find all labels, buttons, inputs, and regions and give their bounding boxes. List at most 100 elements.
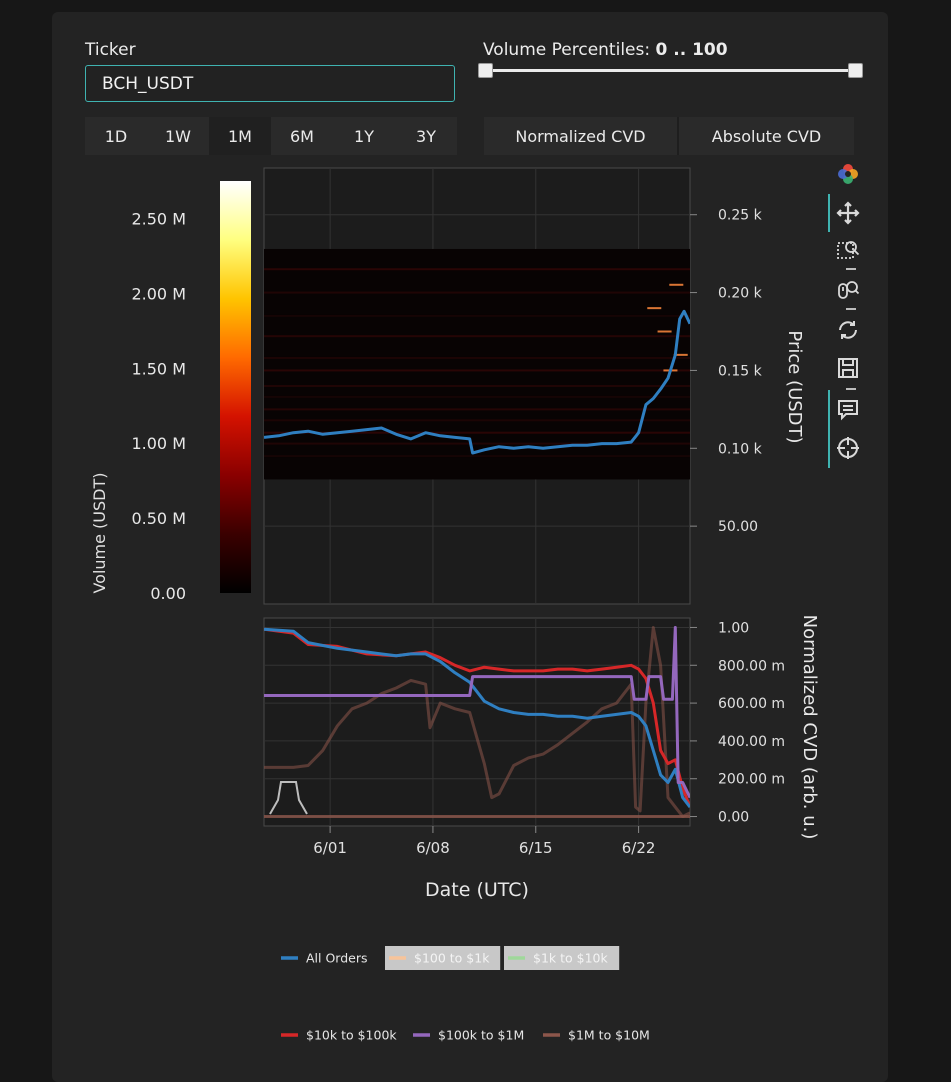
legend-label: $100 to $1k [414,951,490,966]
heatmap-cell [264,335,690,338]
volume-heatmap [264,248,690,480]
cvd-plot-frame [263,617,691,827]
colorbar-gradient [220,181,251,593]
colorbar-tick-label: 1.00 M [131,434,186,453]
legend-item-1k-to-10k[interactable]: $1k to $10k [504,946,620,970]
heatmap-cell [264,356,690,359]
x-tick-label: 6/08 [416,839,450,857]
price-line-all-orders [264,309,690,455]
save-icon[interactable] [836,356,860,380]
heatmap-cell [673,353,688,356]
cvd-line-100k-to-1m [264,626,690,799]
percentile-slider-max-handle[interactable] [848,63,863,78]
cvd-tick-label: 1.00 [718,620,749,636]
timeframe-1m-button[interactable]: 1M [209,117,271,155]
legend-item-100-to-1k[interactable]: $100 to $1k [385,946,501,970]
price-tick-label: 0.20 k [718,286,763,302]
heatmap-cell [264,291,690,294]
price-tick-label: 0.10 k [718,441,763,457]
plot-toolbar [828,160,868,470]
heatmap-cell [264,385,690,387]
timeframe-1w-button[interactable]: 1W [165,126,191,146]
box-zoom-icon[interactable] [836,238,860,262]
heatmap-cell [264,395,690,398]
ticker-label: Ticker [85,40,136,60]
watermark-logo-icon [269,781,308,815]
heatmap-cell [264,419,690,422]
timeframe-6m-button[interactable]: 6M [290,126,314,146]
heatmap-background [264,248,690,480]
percentile-slider-track[interactable] [485,69,855,72]
colorbar-tick-label: 1.50 M [131,359,186,378]
legend-item-100k-to-1m[interactable]: $100k to $1M [413,1028,524,1043]
heatmap-cell [264,268,690,271]
toolbar-separator [846,308,856,310]
heatmap-cell [264,442,690,445]
price-tick-label: 0.25 k [718,208,763,224]
cvd-panel[interactable]: 0.00 200.00 m 400.00 m 600.00 m 800.00 m 1.00… [263,615,820,901]
colorbar-tick-label: 0.00 [150,584,186,603]
price-panel[interactable]: 50.00 0.10 k 0.15 k 0.20 k 0.25 k Price (USD… [263,167,805,605]
x-tick-label: 6/22 [622,839,656,857]
x-tick-label: 6/15 [519,839,553,857]
ticker-input[interactable] [85,65,455,102]
colorbar-label: Volume (USDT) [90,472,109,593]
cvd-line-all-orders [264,627,690,809]
legend-label: $1M to $10M [568,1028,650,1043]
cvd-line-1m-to-10m [264,626,690,818]
legend-item-1m-to-10m[interactable]: $1M to $10M [543,1028,650,1043]
colorbar-tick-label: 0.50 M [131,509,186,528]
heatmap-cell [264,431,690,434]
hover-icon[interactable] [836,398,860,422]
price-tick-label: 50.00 [718,519,758,535]
timeframe-1y-button[interactable]: 1Y [354,126,374,146]
legend-label: $1k to $10k [533,951,608,966]
legend-item-all-orders[interactable]: All Orders [281,951,368,966]
timeframe-selector: 1D 1W 1M 6M 1Y 3Y [85,117,457,155]
active-tool-indicator [828,390,830,468]
legend-label: All Orders [306,951,368,966]
normalized-cvd-button[interactable]: Normalized CVD [484,117,679,155]
cvd-axis-label: Normalized CVD (arb. u.) [799,615,820,840]
volume-percentiles-title: Volume Percentiles: [483,40,651,60]
heatmap-cell [264,369,690,372]
cvd-tick-label: 800.00 m [718,658,785,674]
reset-icon[interactable] [836,318,860,342]
x-axis-label: Date (UTC) [425,879,529,901]
timeframe-1d-button[interactable]: 1D [104,126,128,146]
timeframe-3y-button[interactable]: 3Y [416,126,436,146]
cvd-tick-label: 0.00 [718,810,749,826]
x-tick-label: 6/01 [313,839,347,857]
colorbar: 0.00 0.50 M 1.00 M 1.50 M 2.00 M 2.50 M Volum… [90,181,251,603]
legend-label: $100k to $1M [438,1028,524,1043]
cvd-tick-label: 600.00 m [718,696,785,712]
heatmap-cell [264,314,690,317]
volume-percentiles-label: Volume Percentiles: 0 .. 100 [483,40,728,60]
price-axis-label: Price (USDT) [784,330,805,443]
heatmap-cell [647,307,662,310]
heatmap-cell [669,283,684,286]
cvd-tick-label: 400.00 m [718,734,785,750]
pan-icon[interactable] [836,201,860,225]
crosshair-icon[interactable] [836,436,860,460]
colorbar-tick-label: 2.50 M [131,209,186,228]
heatmap-cell [657,330,672,333]
legend: All Orders $100 to $1k $1k to $10k $10k to … [281,946,650,1043]
colorbar-tick-label: 2.00 M [131,284,186,303]
bokeh-logo-icon[interactable] [836,162,860,186]
absolute-cvd-button[interactable]: Absolute CVD [711,126,822,146]
percentile-slider-min-handle[interactable] [478,63,493,78]
legend-item-10k-to-100k[interactable]: $10k to $100k [281,1028,397,1043]
active-tool-indicator [828,194,830,232]
cvd-tick-label: 200.00 m [718,772,785,788]
legend-label: $10k to $100k [306,1028,397,1043]
toolbar-separator [846,388,856,390]
volume-percentiles-value: 0 .. 100 [655,40,728,60]
heatmap-cell [264,455,690,458]
cvd-mode-selector: Normalized CVD Absolute CVD [484,117,854,155]
wheel-zoom-icon[interactable] [836,278,860,302]
toolbar-separator [846,268,856,270]
heatmap-cell [264,408,690,411]
price-tick-label: 0.15 k [718,363,763,379]
